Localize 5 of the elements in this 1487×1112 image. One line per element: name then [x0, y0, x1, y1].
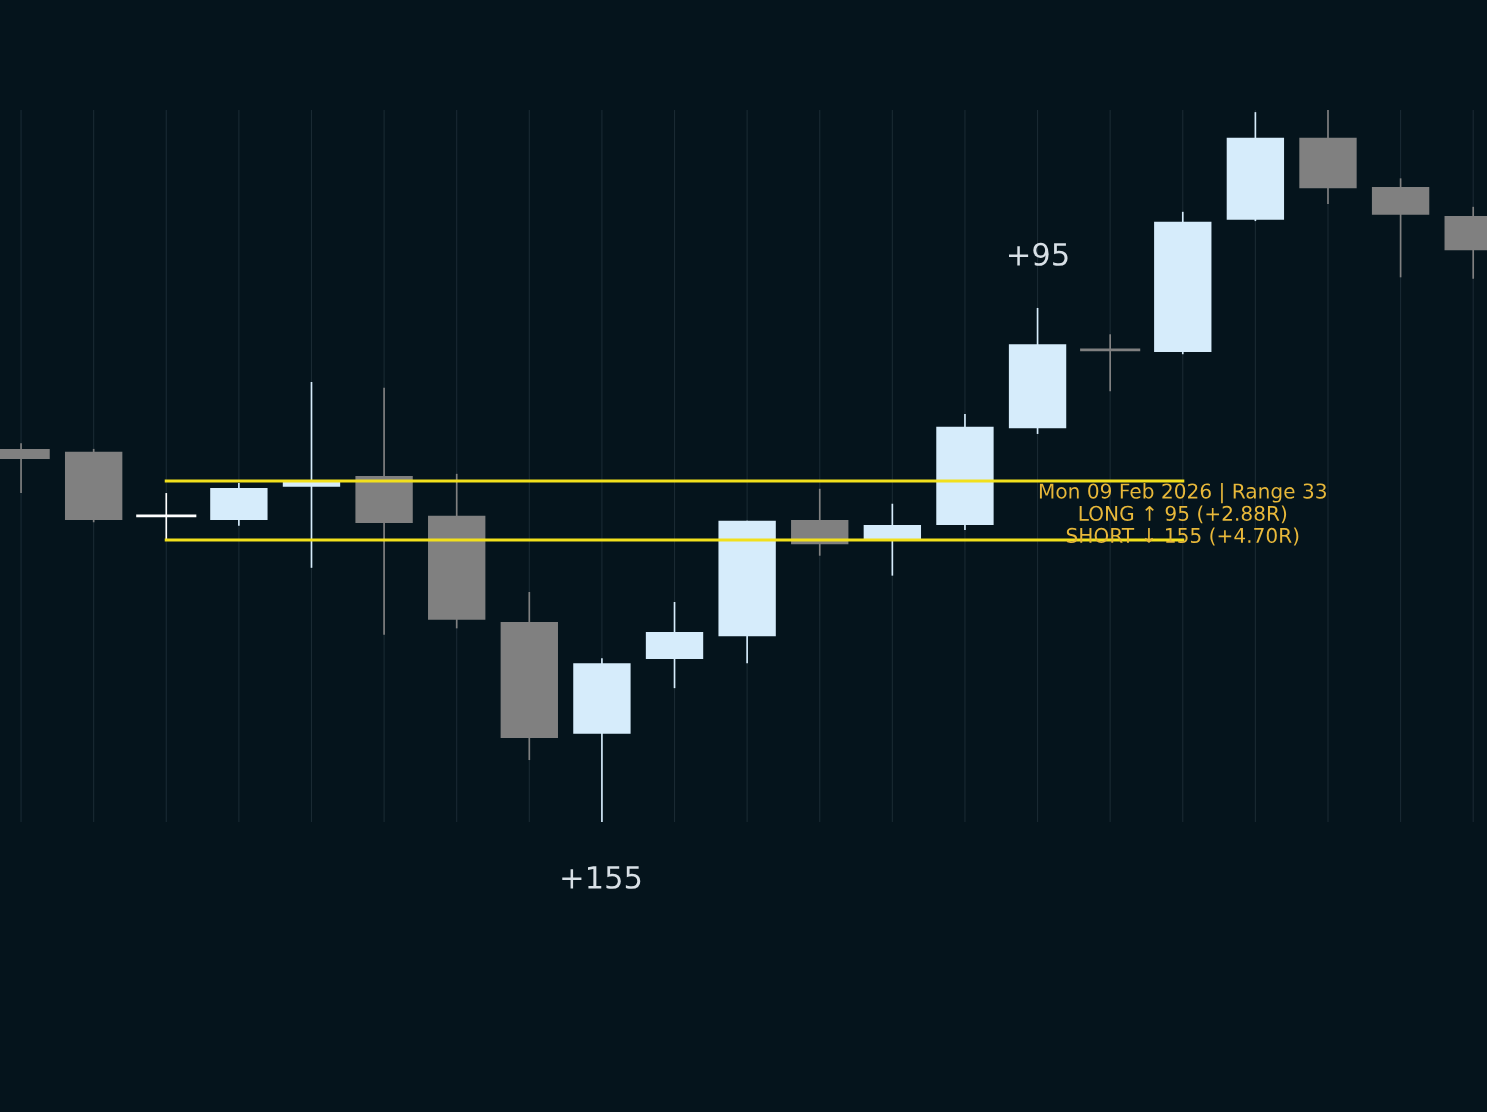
annotation: Mon 09 Feb 2026 | Range 33 [1039, 482, 1326, 504]
text: +155 [562, 866, 641, 889]
candlestick [282, 381, 341, 569]
annotation: LONG ↑ 95 (+2.88R) [1079, 505, 1287, 524]
annotation: +95 [1008, 242, 1068, 266]
